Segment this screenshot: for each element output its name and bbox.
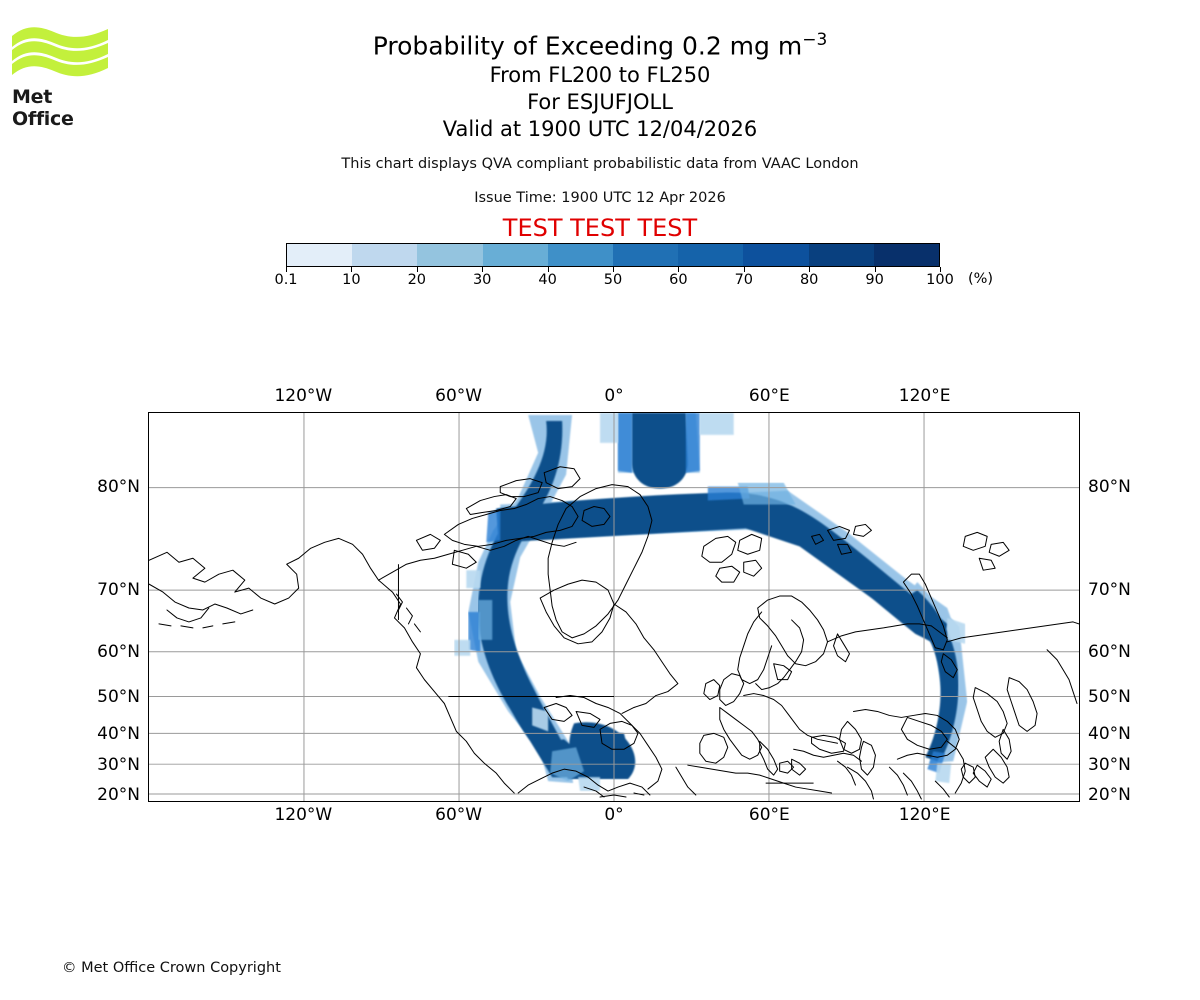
lon-label-top-60°E: 60°E — [748, 386, 790, 406]
lat-label-left-30°N: 30°N — [97, 755, 140, 775]
test-banner: TEST TEST TEST — [502, 214, 698, 242]
colorbar-tickmark-5 — [613, 267, 614, 272]
colorbar-tickmark-6 — [678, 267, 680, 272]
probability-colorbar — [286, 243, 940, 267]
colorbar-segment-6 — [678, 244, 744, 266]
colorbar-ticklabel-50: 50 — [603, 272, 623, 288]
colorbar-segment-0 — [287, 244, 353, 266]
subtitle-volcano: For ESJUFJOLL — [527, 90, 673, 115]
colorbar-tickmark-10 — [940, 267, 941, 272]
lat-label-left-20°N: 20°N — [97, 785, 140, 805]
lat-label-left-60°N: 60°N — [97, 642, 140, 662]
colorbar-tickmark-8 — [809, 267, 811, 272]
copyright-notice: © Met Office Crown Copyright — [62, 960, 281, 976]
political-border-layer — [397, 564, 814, 784]
colorbar-tickmark-4 — [547, 267, 549, 272]
lon-label-top-0°: 0° — [604, 386, 624, 406]
colorbar-tickmark-7 — [743, 267, 745, 272]
colorbar-ticklabel-30: 30 — [472, 272, 492, 288]
lon-label-bottom-0°: 0° — [604, 805, 624, 825]
colorbar-ticklabel-10: 10 — [342, 272, 361, 288]
colorbar-ticklabel-90: 90 — [865, 272, 884, 288]
colorbar-ticklabel-100: 100 — [926, 272, 954, 288]
colorbar-tickmark-0 — [286, 267, 287, 272]
colorbar-ticklabel-70: 70 — [734, 272, 754, 288]
chart-title-block: Probability of Exceeding 0.2 mg m−3 From… — [0, 24, 1200, 143]
colorbar-segment-4 — [547, 244, 614, 266]
colorbar-segment-5 — [613, 244, 679, 266]
lat-label-right-40°N: 40°N — [1088, 724, 1131, 744]
lat-label-left-70°N: 70°N — [97, 580, 140, 600]
colorbar-gradient — [286, 243, 940, 267]
lat-label-right-20°N: 20°N — [1088, 785, 1131, 805]
colorbar-segment-9 — [873, 244, 940, 266]
lat-label-right-60°N: 60°N — [1088, 642, 1131, 662]
main-title-text: Probability of Exceeding 0.2 mg m — [372, 31, 803, 61]
colorbar-unit-label: (%) — [968, 271, 994, 287]
lon-label-top-120°W: 120°W — [274, 386, 333, 406]
colorbar-ticklabel-20: 20 — [407, 272, 427, 288]
met-office-wave-mark — [12, 27, 108, 77]
subtitle-flight-levels: From FL200 to FL250 — [489, 63, 711, 88]
colorbar-segment-1 — [352, 244, 418, 266]
lon-label-bottom-120°E: 120°E — [898, 805, 951, 825]
lon-label-bottom-60°E: 60°E — [748, 805, 790, 825]
met-office-wordmark: Met Office — [12, 86, 74, 130]
lat-label-right-70°N: 70°N — [1088, 580, 1131, 600]
lat-label-left-40°N: 40°N — [97, 724, 140, 744]
colorbar-ticklabel-80: 80 — [799, 272, 819, 288]
lon-label-bottom-120°W: 120°W — [274, 805, 333, 825]
colorbar-tickmark-9 — [874, 267, 876, 272]
colorbar-ticks: 0.1 10 20 30 40 50 60 70 80 90 100 — [274, 267, 954, 288]
met-office-logo: Met Office — [12, 26, 112, 130]
coastline-layer — [149, 466, 1079, 800]
colorbar-ticklabel-40: 40 — [538, 272, 557, 288]
lon-label-top-120°E: 120°E — [898, 386, 951, 406]
lat-label-left-80°N: 80°N — [97, 477, 140, 497]
colorbar-tickmark-2 — [416, 267, 418, 272]
colorbar-segment-8 — [808, 244, 874, 266]
main-title-exponent: −3 — [802, 30, 828, 50]
colorbar-segment-3 — [482, 244, 548, 266]
lon-label-top-60°W: 60°W — [435, 386, 483, 406]
ash-plume-layer — [454, 413, 968, 792]
map-plot-area[interactable] — [148, 412, 1080, 802]
colorbar-ticklabel-0.1: 0.1 — [274, 272, 298, 288]
colorbar-ticklabel-60: 60 — [669, 272, 688, 288]
lat-label-right-50°N: 50°N — [1088, 687, 1131, 707]
issue-time-text: Issue Time: 1900 UTC 12 Apr 2026 — [474, 190, 726, 206]
colorbar-segment-7 — [743, 244, 809, 266]
colorbar-tickmark-1 — [351, 267, 353, 272]
lon-label-bottom-60°W: 60°W — [435, 805, 483, 825]
colorbar-tickmark-3 — [482, 267, 484, 272]
subtitle-valid-time: Valid at 1900 UTC 12/04/2026 — [442, 117, 758, 142]
lat-label-left-50°N: 50°N — [97, 687, 140, 707]
map-canvas — [149, 413, 1079, 801]
colorbar-segment-2 — [417, 244, 483, 266]
lat-label-right-30°N: 30°N — [1088, 755, 1131, 775]
page-title: Probability of Exceeding 0.2 mg m−3 — [0, 24, 1200, 62]
lat-label-right-80°N: 80°N — [1088, 477, 1131, 497]
disclaimer-text: This chart displays QVA compliant probab… — [341, 156, 859, 172]
